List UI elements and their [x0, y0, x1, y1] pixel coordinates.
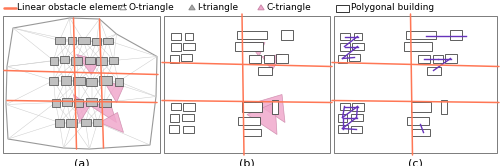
Polygon shape	[74, 94, 90, 123]
Bar	[281, 30, 293, 40]
Bar	[80, 119, 90, 126]
Bar	[68, 37, 76, 44]
Bar	[354, 33, 362, 40]
Bar	[66, 119, 77, 126]
Bar	[86, 78, 97, 85]
Bar	[340, 103, 349, 110]
Bar	[242, 101, 262, 112]
Polygon shape	[247, 102, 277, 134]
Text: (c): (c)	[408, 158, 423, 166]
Bar	[432, 54, 442, 63]
Bar	[109, 57, 118, 64]
Bar	[426, 67, 440, 75]
Bar	[412, 129, 430, 136]
Bar	[404, 42, 431, 51]
Bar	[102, 38, 113, 43]
Bar	[450, 30, 462, 40]
Polygon shape	[249, 42, 265, 56]
Bar	[338, 54, 347, 63]
Bar	[170, 114, 178, 122]
Bar	[93, 119, 102, 126]
Text: (b): (b)	[239, 158, 255, 166]
Bar	[349, 54, 360, 61]
Bar	[249, 54, 261, 63]
Bar	[183, 102, 195, 111]
Polygon shape	[76, 54, 100, 75]
Text: C-triangle: C-triangle	[266, 3, 311, 12]
Bar	[50, 56, 58, 65]
Polygon shape	[120, 5, 126, 10]
Bar	[164, 16, 330, 153]
Bar	[258, 67, 272, 75]
Polygon shape	[262, 54, 282, 71]
Bar	[52, 98, 60, 107]
Bar	[336, 4, 349, 11]
Bar	[183, 43, 195, 50]
Bar	[72, 77, 85, 84]
Bar	[340, 42, 349, 50]
Bar	[276, 54, 288, 63]
Bar	[352, 43, 364, 50]
Bar	[272, 99, 278, 114]
Polygon shape	[104, 81, 124, 102]
Bar	[243, 129, 261, 136]
Bar	[114, 78, 122, 85]
Bar	[338, 114, 347, 122]
Bar	[406, 117, 428, 124]
Bar	[71, 56, 82, 65]
Polygon shape	[100, 113, 124, 132]
Bar	[98, 98, 110, 107]
Bar	[264, 54, 274, 63]
Text: O-triangle: O-triangle	[128, 3, 174, 12]
Bar	[84, 57, 94, 64]
Bar	[237, 31, 267, 39]
Bar	[185, 33, 193, 40]
Bar	[171, 42, 181, 50]
Bar	[444, 54, 456, 63]
Bar	[182, 114, 194, 121]
Bar	[49, 77, 58, 84]
Bar	[440, 99, 446, 114]
Bar	[352, 102, 364, 111]
Bar	[418, 54, 430, 63]
Bar	[86, 97, 97, 106]
Bar	[62, 97, 72, 106]
Bar	[410, 101, 430, 112]
Bar	[238, 117, 260, 124]
Text: (a): (a)	[74, 158, 90, 166]
Bar	[78, 37, 90, 44]
Polygon shape	[255, 94, 285, 123]
Bar	[340, 33, 349, 40]
Bar	[171, 33, 181, 40]
Bar	[350, 114, 362, 121]
Bar	[74, 98, 83, 107]
Polygon shape	[189, 5, 195, 10]
Bar	[3, 16, 160, 153]
Bar	[171, 103, 181, 110]
Text: Polygonal building: Polygonal building	[351, 3, 434, 12]
Text: Linear obstacle element: Linear obstacle element	[17, 3, 127, 12]
Bar	[55, 119, 64, 126]
Bar	[54, 37, 64, 44]
Polygon shape	[92, 100, 116, 123]
Bar	[92, 38, 101, 45]
Bar	[182, 126, 194, 133]
Bar	[180, 54, 192, 61]
Bar	[60, 76, 70, 85]
Bar	[169, 124, 179, 132]
Bar	[235, 42, 263, 51]
Bar	[334, 16, 497, 153]
Bar	[170, 54, 178, 63]
Bar	[406, 31, 436, 39]
Bar	[351, 126, 362, 133]
Bar	[99, 76, 112, 85]
Polygon shape	[258, 5, 264, 10]
Bar	[338, 124, 347, 132]
Bar	[60, 56, 69, 63]
Bar	[96, 56, 107, 65]
Text: I-triangle: I-triangle	[198, 3, 238, 12]
